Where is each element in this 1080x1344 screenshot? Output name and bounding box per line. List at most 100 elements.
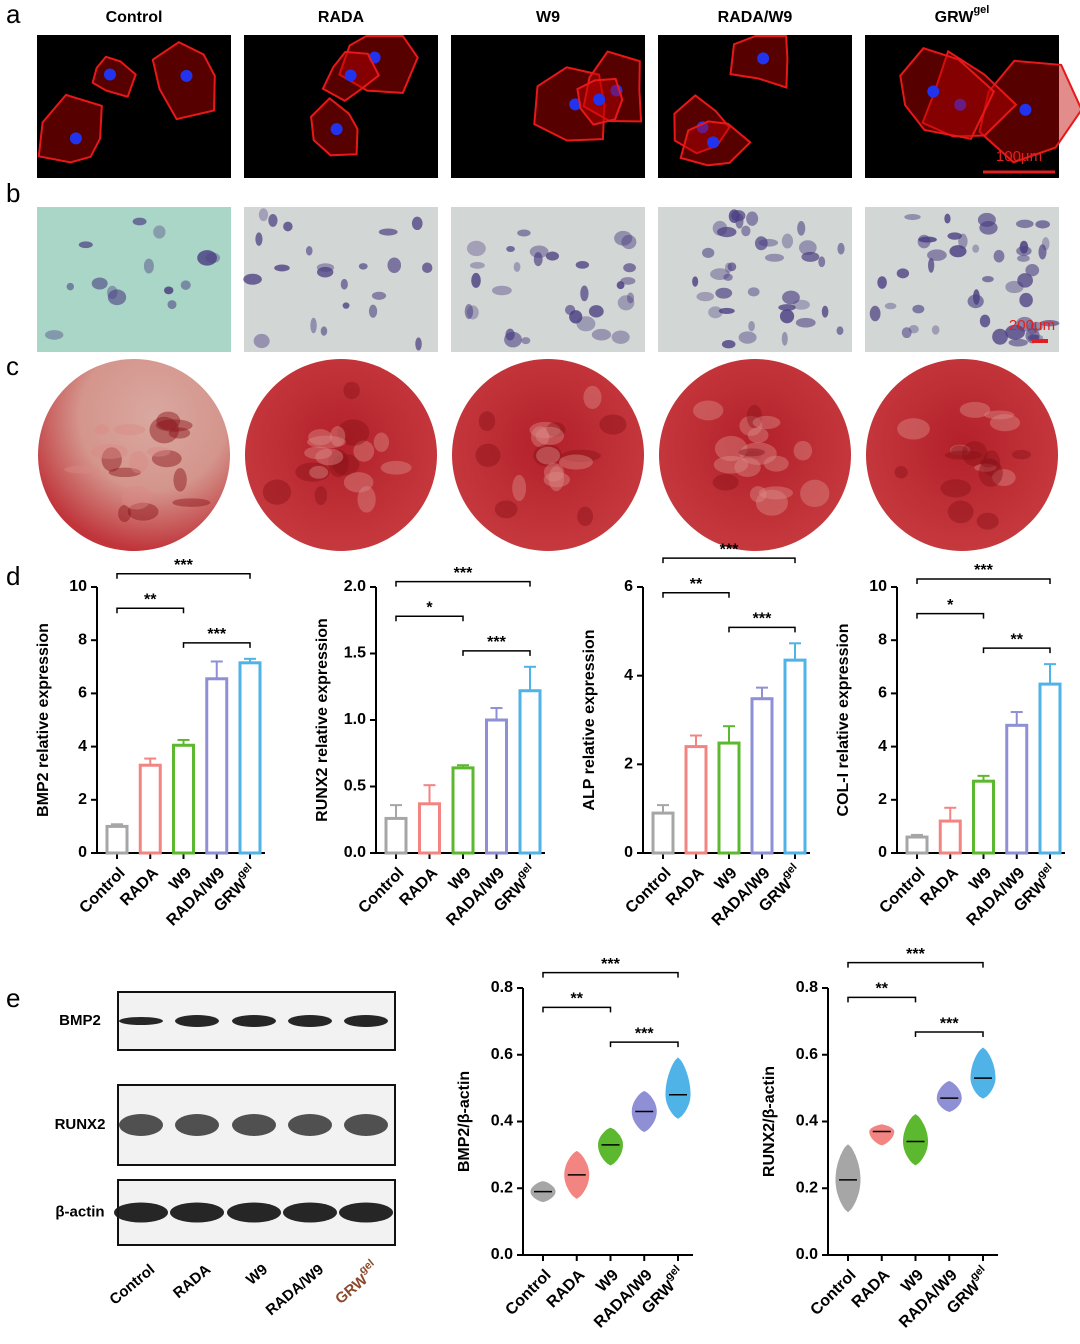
mineral-patch — [1011, 449, 1032, 460]
mineral-patch — [533, 444, 562, 467]
bar — [651, 811, 675, 855]
stained-cell — [782, 290, 800, 305]
fluorescence-image — [658, 35, 852, 178]
blot-lane-text: RADA — [170, 1261, 214, 1302]
stained-cell — [387, 257, 402, 274]
mineral-patch — [512, 474, 527, 502]
mineral-patch — [947, 500, 974, 524]
stained-cell — [569, 310, 583, 324]
bar — [105, 824, 129, 855]
significance-label: ** — [876, 981, 889, 998]
y-tick-label: 0.2 — [796, 1179, 818, 1196]
alp-stain-image — [658, 207, 852, 352]
stained-cell — [746, 211, 759, 226]
mineral-patch — [155, 419, 193, 432]
x-tick-label: Control — [808, 1267, 860, 1319]
alizarin-stain-image — [452, 359, 644, 551]
mineral-patch — [558, 454, 593, 470]
stained-cell — [758, 238, 779, 247]
y-axis-label: COL-I relative expression — [835, 624, 852, 817]
stained-cell — [588, 305, 604, 318]
stained-cell — [1025, 264, 1040, 277]
mineral-patch — [173, 468, 187, 492]
mineral-patch — [546, 422, 566, 437]
stained-cell — [724, 262, 733, 273]
stained-cell — [992, 328, 1008, 345]
stained-cell — [513, 261, 521, 272]
mineral-patch — [583, 385, 602, 410]
stained-cell — [305, 245, 313, 256]
stained-cell — [422, 262, 433, 274]
alizarin-stain-image — [38, 359, 230, 551]
stained-cell — [78, 241, 93, 249]
mineral-patch — [64, 465, 100, 474]
stained-cell — [1030, 321, 1043, 332]
stained-cell — [268, 214, 278, 227]
mineral-patch — [763, 455, 789, 472]
x-tick-label: Control — [356, 865, 408, 917]
blot-band — [227, 1202, 281, 1223]
stained-cell — [132, 217, 147, 226]
bar — [972, 779, 995, 855]
significance-bracket — [395, 615, 464, 622]
stained-cell — [798, 240, 817, 256]
blot-band — [344, 1114, 388, 1136]
significance-label: ** — [571, 991, 584, 1008]
stained-cell — [748, 321, 755, 332]
blot-lane-label: GRWgel — [329, 1257, 383, 1308]
stained-cell — [91, 277, 108, 290]
x-tick-text: Control — [808, 1267, 860, 1319]
mineral-patch — [328, 449, 349, 478]
stained-cell — [982, 275, 994, 283]
group-title-text: W9 — [536, 9, 560, 26]
stained-cell — [1015, 316, 1034, 332]
mineral-patch — [357, 486, 376, 513]
stained-cell — [464, 303, 474, 320]
x-tick-text: RADA — [544, 1266, 589, 1311]
significance-bracket — [542, 971, 679, 978]
mineral-patch — [121, 485, 152, 510]
y-tick-label: 4 — [78, 738, 87, 755]
blot-lane-label: RADA/W9 — [263, 1261, 328, 1319]
significance-label: ** — [1011, 631, 1024, 648]
stained-cell — [723, 273, 733, 281]
y-tick-label: 6 — [78, 685, 87, 702]
mineral-patch — [118, 505, 131, 523]
mineral-patch — [306, 435, 346, 449]
x-tick-text: Control — [877, 865, 929, 917]
y-tick-label: 0.0 — [491, 1246, 513, 1263]
mineral-patch — [940, 479, 972, 498]
y-tick-label: 0.8 — [491, 979, 513, 996]
mineral-patch — [548, 466, 565, 492]
stained-cell — [575, 261, 590, 269]
x-tick-label: Control — [877, 865, 929, 917]
bar — [418, 802, 441, 855]
cell-actin — [899, 47, 996, 140]
significance-label: *** — [974, 562, 993, 579]
y-tick-label: 0.6 — [796, 1046, 818, 1063]
mineral-patch — [295, 462, 330, 482]
stained-cell — [696, 291, 715, 302]
stained-cell — [795, 317, 816, 328]
stained-cell — [415, 337, 422, 351]
stained-cell — [896, 268, 910, 279]
mineral-patch — [304, 446, 333, 460]
stained-cell — [977, 212, 996, 227]
y-tick-label: 8 — [878, 631, 887, 648]
mineral-patch — [599, 414, 627, 435]
bar — [451, 766, 475, 855]
stained-cell — [255, 232, 263, 246]
cell-nucleus — [1019, 103, 1032, 116]
cell-nucleus — [706, 136, 719, 149]
mineral-patch — [749, 486, 767, 503]
significance-bracket — [542, 1006, 612, 1013]
stained-cell — [591, 328, 612, 341]
panel-label: e — [6, 983, 20, 1013]
stained-cell — [44, 330, 64, 340]
stained-cell — [533, 252, 543, 267]
stained-cell — [708, 306, 723, 319]
mineral-patch — [959, 401, 991, 418]
stained-cell — [623, 263, 636, 273]
group-title: W9 — [536, 9, 560, 26]
bar — [750, 697, 774, 855]
